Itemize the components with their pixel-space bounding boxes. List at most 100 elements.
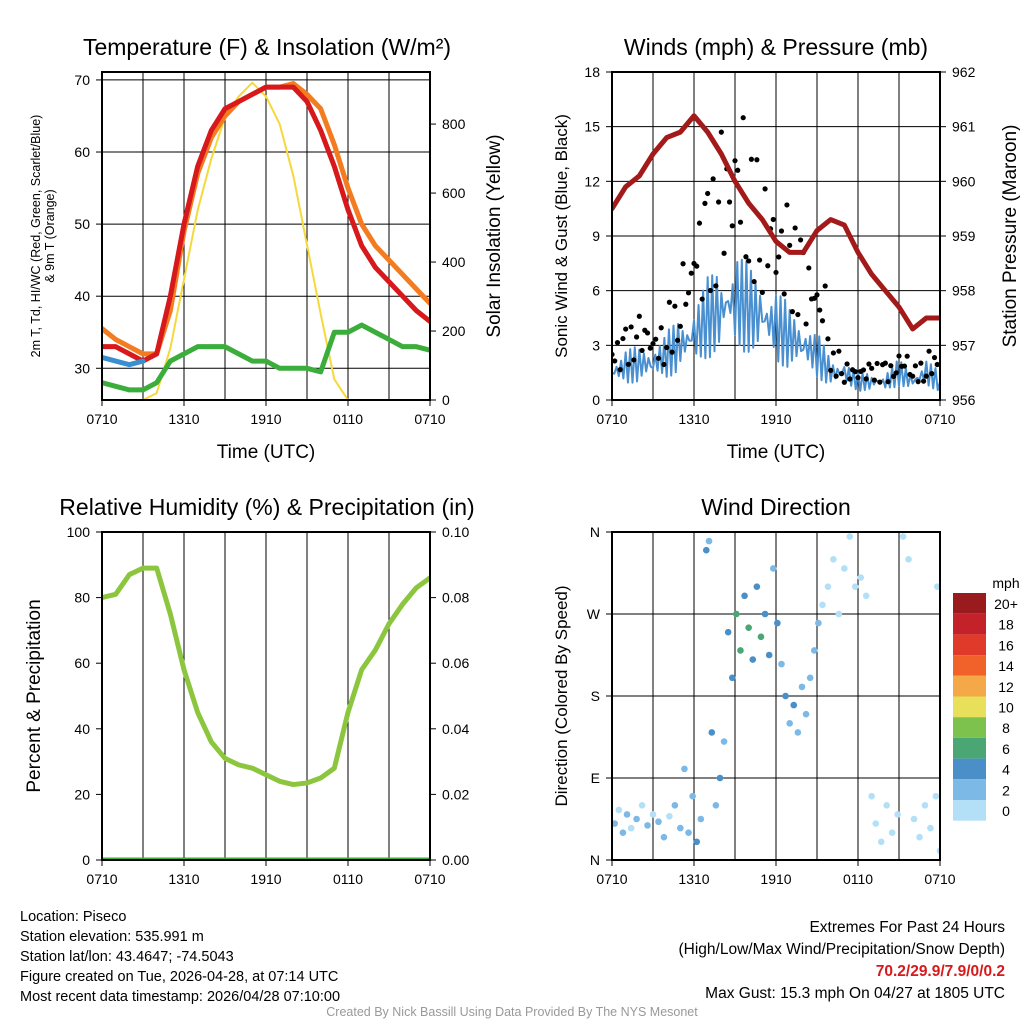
extremes-values: 70.2/29.9/7.9/0/0.2: [875, 963, 1005, 980]
gust-point: [795, 311, 801, 318]
plot-area: [612, 113, 940, 392]
gust-point: [699, 296, 705, 302]
x-tick-label: 1310: [168, 411, 199, 427]
legend-swatch: [953, 800, 986, 821]
gust-point: [754, 157, 760, 163]
y2-tick-label: 959: [952, 228, 976, 244]
y-tick-label: W: [587, 606, 601, 622]
wind-direction-point: [815, 619, 822, 627]
max-gust-text: Max Gust: 15.3 mph On 04/27 at 1805 UTC: [705, 985, 1005, 1002]
x-tick-label: 0110: [843, 411, 873, 427]
y2-tick-label: 956: [952, 392, 976, 408]
gust-point: [910, 373, 916, 379]
gust-point: [871, 377, 878, 383]
gust-point: [929, 371, 935, 377]
y2-tick-label: 958: [952, 283, 976, 299]
gust-point: [737, 219, 744, 225]
panel-4: Wind Direction 0710 1310 1910 0110 0710 N E S W N D…: [552, 494, 1020, 887]
legend-label: 16: [998, 637, 1014, 653]
gust-point: [833, 373, 839, 379]
wind-direction-point: [685, 829, 692, 836]
legend-label: 6: [1002, 741, 1010, 757]
y-tick-label: 9: [592, 228, 600, 244]
y-axis-label: Sonic Wind & Gust (Blue, Black): [552, 114, 571, 358]
wind-direction-point: [724, 628, 732, 636]
y-tick-label: 0: [592, 392, 600, 408]
legend-title: mph: [992, 575, 1019, 591]
gust-point: [874, 360, 880, 367]
legend-swatch: [953, 634, 986, 656]
legend-label: 4: [1002, 762, 1010, 778]
gust-point: [934, 361, 940, 368]
x-tick-label: 1310: [678, 871, 709, 887]
y-tick-label: 15: [584, 119, 600, 135]
elevation-text: Station elevation: 535.991 m: [20, 929, 204, 945]
chart-title: Temperature (F) & Insolation (W/m²): [83, 34, 451, 60]
gust-point: [694, 263, 700, 269]
wind-direction-point: [883, 802, 890, 809]
y2-tick-label: 962: [952, 64, 976, 80]
wind-direction-point: [933, 583, 940, 590]
y-axis-label-line2: & 9m T (Orange): [43, 189, 57, 282]
plot-area: [102, 565, 430, 860]
y2-tick-label: 0.08: [442, 590, 469, 606]
wind-direction-point: [888, 829, 896, 836]
gust-point: [748, 156, 755, 162]
wind-direction-point: [757, 633, 765, 641]
wind-direction-point: [830, 556, 837, 563]
gust-point: [789, 309, 796, 315]
gust-point: [844, 361, 850, 367]
y2-tick-label: 0.00: [442, 852, 469, 868]
wind-direction-point: [765, 651, 773, 659]
gust-point: [855, 375, 861, 381]
gust-point: [792, 225, 798, 231]
y-tick-label: 18: [584, 64, 600, 80]
gust-point: [765, 263, 771, 269]
wind-direction-point: [737, 647, 744, 654]
y-tick-label: 3: [592, 337, 600, 353]
gust-point: [675, 337, 681, 343]
x-tick-label: 0710: [924, 411, 955, 427]
y2-tick-label: 0.04: [442, 721, 469, 737]
wind-direction-point: [644, 822, 651, 829]
gust-point: [866, 361, 872, 367]
wind-direction-point: [689, 792, 696, 800]
gust-point: [620, 335, 626, 342]
wind-direction-point: [649, 811, 657, 818]
gust-point: [863, 376, 869, 382]
series-solar-insolation: [102, 81, 430, 400]
gust-point: [653, 336, 659, 342]
gust-point: [762, 186, 768, 192]
gust-point: [631, 357, 637, 363]
x-tick-label: 0110: [843, 871, 873, 887]
wind-direction-point: [921, 802, 929, 809]
gust-point: [822, 283, 828, 289]
gust-point: [787, 242, 793, 248]
y-tick-label: 50: [74, 216, 90, 232]
y-tick-label: 6: [592, 283, 600, 299]
wind-direction-point: [633, 815, 640, 823]
series-station-pressure: [612, 113, 940, 332]
gust-point: [702, 200, 708, 206]
y2-tick-label: 957: [952, 337, 976, 353]
y2-tick-label: 0.02: [442, 786, 469, 802]
y2-tick-label: 200: [442, 323, 466, 339]
gust-point: [915, 379, 921, 385]
gust-point: [612, 358, 618, 364]
wind-direction-point: [916, 833, 923, 841]
gust-point: [666, 299, 673, 305]
legend-swatch: [953, 758, 986, 780]
gust-point: [781, 291, 787, 297]
wind-direction-point: [741, 592, 748, 600]
gust-point: [819, 318, 826, 324]
gust-point: [661, 361, 667, 368]
gust-point: [677, 323, 683, 329]
gust-point: [773, 269, 779, 276]
series-hi-wc: [102, 354, 146, 368]
wind-direction-point: [638, 802, 646, 809]
gust-point: [890, 373, 897, 379]
gust-point: [885, 379, 891, 385]
x-tick-label: 0110: [333, 411, 363, 427]
x-tick-label: 0710: [924, 871, 955, 887]
extremes-info: Extremes For Past 24 Hours (High/Low/Max…: [679, 917, 1006, 1005]
